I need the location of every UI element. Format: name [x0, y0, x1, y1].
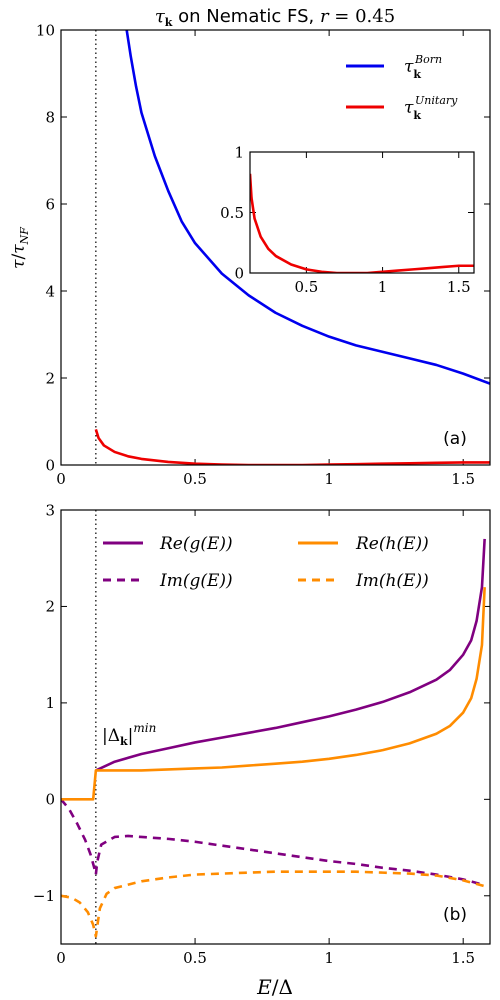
panel-b: 0 0.5 1 1.5 −1 0 1 2 3 Re(g(E)) Im(g(E)) Re(h(E)…: [33, 501, 491, 999]
y-tick-label: 0.5: [220, 204, 244, 222]
panel-label-b: (b): [443, 905, 467, 925]
inset-axis-ticks: 0.5 1 1.5 0 0.5 1: [220, 143, 474, 296]
y-tick-label: 0: [234, 264, 244, 282]
x-tick-label: 1.5: [451, 470, 475, 488]
series-group: [61, 538, 486, 938]
y-tick-label: 1: [45, 694, 55, 712]
x-tick-label: 0.5: [183, 470, 207, 488]
series-line-1: [94, 428, 490, 465]
plot-frame-a: [60, 29, 491, 466]
y-tick-label: 3: [45, 501, 55, 519]
series-line-2: [61, 587, 486, 801]
plot-frame-b: [60, 509, 491, 945]
legend-label-re-h: Re(h(E)): [355, 534, 429, 554]
legend: Re(g(E)) Im(g(E)) Re(h(E)) Im(h(E)): [103, 534, 429, 591]
x-tick-label: 0: [56, 470, 66, 488]
legend: τkBorn τkUnitary: [346, 53, 458, 122]
chart-title: τk on Nematic FS, r = 0.45: [155, 6, 395, 29]
y-tick-label: 2: [45, 598, 55, 616]
series-line-3: [61, 870, 485, 938]
x-tick-label: 1.5: [447, 278, 471, 296]
inset-series-group: [250, 173, 474, 273]
y-tick-label: 0: [45, 456, 55, 474]
axis-ticks: 0 0.5 1 1.5 −1 0 1 2 3: [33, 501, 490, 967]
legend-label-im-h: Im(h(E)): [355, 571, 429, 591]
legend-label-im-g: Im(g(E)): [159, 571, 233, 591]
x-tick-label: 0.5: [183, 949, 207, 967]
x-tick-label: 0.5: [294, 278, 318, 296]
series-line-0: [250, 173, 474, 273]
inset-frame: [249, 151, 475, 274]
series-group: [94, 30, 490, 465]
legend-label-unitary: τkUnitary: [404, 94, 458, 122]
inset-chart: 0.5 1 1.5 0 0.5 1: [220, 143, 475, 296]
y-tick-label: 0: [45, 791, 55, 809]
x-tick-label: 1: [324, 949, 334, 967]
y-tick-label: 2: [45, 369, 55, 387]
series-line-0: [95, 538, 486, 772]
x-tick-label: 1: [324, 470, 334, 488]
y-tick-label: 4: [45, 282, 55, 300]
y-axis-label: τ/τNF: [9, 227, 31, 269]
series-line-0: [125, 30, 490, 385]
y-tick-label: −1: [33, 887, 55, 905]
y-tick-label: 8: [45, 108, 55, 126]
inset-background: [250, 152, 474, 273]
x-axis-label: E/Δ: [256, 975, 293, 999]
series-line-1: [61, 798, 485, 887]
panel-a: τk on Nematic FS, r = 0.45 τ/τNF 0 0.5 1 1.…: [9, 6, 491, 488]
gap-annotation: |Δk|min: [102, 721, 156, 748]
x-tick-label: 1.5: [451, 949, 475, 967]
legend-label-re-g: Re(g(E)): [159, 534, 233, 554]
x-tick-label: 0: [56, 949, 66, 967]
y-tick-label: 1: [234, 143, 244, 161]
legend-label-born: τkBorn: [404, 53, 442, 81]
x-tick-label: 1: [378, 278, 388, 296]
panel-label-a: (a): [443, 429, 467, 449]
y-tick-label: 10: [36, 21, 55, 39]
y-tick-label: 6: [45, 195, 55, 213]
